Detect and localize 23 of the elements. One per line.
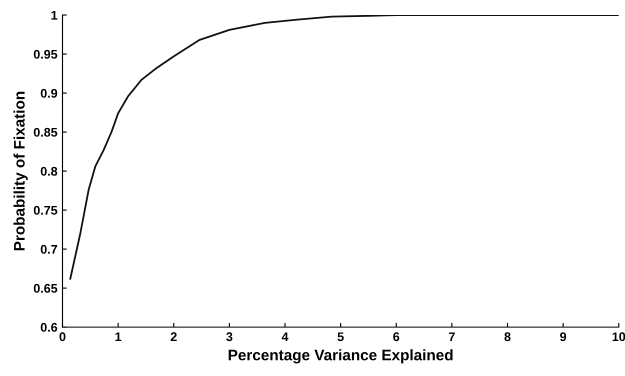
y-tick-label: 0.85: [34, 128, 58, 137]
x-axis-title: Percentage Variance Explained: [228, 349, 453, 364]
x-tick-label: 8: [504, 332, 511, 342]
x-tick-label: 6: [393, 332, 400, 342]
y-tick-label: 0.65: [34, 284, 58, 293]
x-tick-label: 10: [612, 332, 625, 342]
y-tick-label: 0.9: [40, 88, 58, 98]
y-tick-label: 0.7: [40, 244, 58, 254]
y-tick-label: 0.8: [40, 166, 58, 176]
y-tick-label: 0.6: [40, 322, 58, 332]
y-tick-label: 0.75: [34, 206, 58, 215]
x-tick-label: 3: [226, 332, 232, 342]
y-axis-title: Probability of Fixation: [14, 92, 28, 250]
x-tick-label: 7: [448, 332, 455, 342]
x-tick-label: 1: [115, 332, 122, 342]
line-series: [69, 15, 619, 280]
x-tick-label: 4: [282, 332, 288, 342]
x-tick-label: 5: [338, 332, 344, 342]
y-tick-label: 0.95: [34, 50, 58, 59]
y-tick-label: 1: [51, 10, 58, 20]
x-tick-label: 2: [170, 332, 177, 342]
x-tick-label: 0: [60, 332, 66, 342]
x-tick-label: 9: [560, 332, 566, 342]
